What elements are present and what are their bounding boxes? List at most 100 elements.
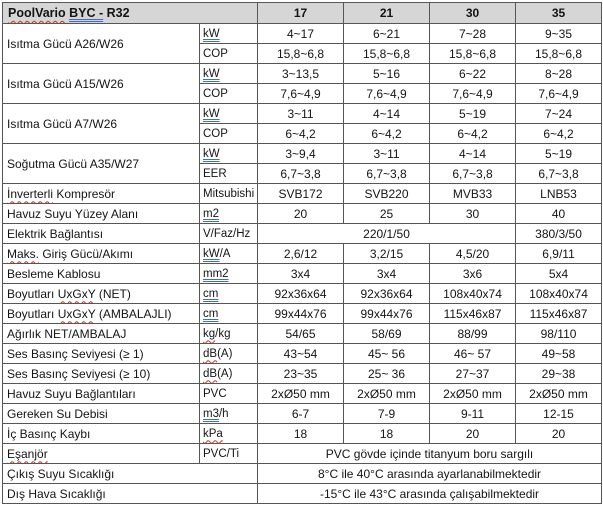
unit-grammar-marked-text: kW bbox=[203, 67, 220, 80]
row-label-text: Çıkış Suyu Sıcaklığı bbox=[7, 466, 115, 481]
row-label-spell-marked-text: Maks. bbox=[7, 246, 40, 261]
value-cell: 6,9/11 bbox=[515, 243, 603, 264]
row-label-text: Havuz Suyu Bağlantıları bbox=[7, 386, 136, 401]
unit-grammar-marked-text: kW bbox=[203, 147, 220, 160]
value-cell: SVB172 bbox=[257, 183, 345, 204]
column-header-model-21: 21 bbox=[343, 2, 431, 24]
row-label-text: Soğutma Gücü A35/W27 bbox=[7, 156, 140, 171]
row-label-text: Elektrik Bağlantısı bbox=[7, 226, 104, 241]
value-cell: -15°C ile 43°C arasında çalışabilmektedi… bbox=[257, 483, 603, 504]
row-label-spell-marked-text: UxGxY bbox=[57, 306, 96, 321]
table-row: İç Basınç Kaybı kPa 18 18 20 20 bbox=[2, 423, 603, 444]
value-cell: 99x44x76 bbox=[257, 303, 345, 324]
value-cell: 20 bbox=[515, 423, 603, 444]
unit-cell: PVC/Ti bbox=[198, 443, 259, 464]
row-label-text: Ağırlık NET/AMBALAJ bbox=[7, 326, 127, 341]
value-cell: 7-9 bbox=[343, 403, 431, 424]
value-cell: 5~19 bbox=[429, 103, 517, 124]
value-cell: 45~ 56 bbox=[343, 343, 431, 364]
row-label: Isıtma Gücü A26/W26 bbox=[2, 23, 200, 64]
value-cell: 49~58 bbox=[515, 343, 603, 364]
table-row: Ses Basınç Seviyesi (≥ 1) dB(A) 43~54 45~ 5… bbox=[2, 343, 603, 364]
unit-grammar-marked-text: mm2 bbox=[203, 267, 229, 280]
value-cell: 25 bbox=[343, 203, 431, 224]
value-cell: 20 bbox=[257, 203, 345, 224]
unit-cell: PVC bbox=[198, 383, 259, 404]
value-cell: 4~17 bbox=[257, 23, 345, 44]
value-cell: 92x36x64 bbox=[257, 283, 345, 304]
unit-grammar-marked-text: cm bbox=[203, 287, 219, 300]
value-cell: 18 bbox=[257, 423, 345, 444]
value-cell: 3~9,4 bbox=[257, 143, 345, 164]
row-label: Soğutma Gücü A35/W27 bbox=[2, 143, 200, 184]
unit-text: (A) bbox=[217, 347, 233, 360]
row-label-text: Isıtma Gücü A7/W26 bbox=[7, 116, 118, 131]
unit-text: COP bbox=[203, 87, 228, 100]
row-label: Çıkış Suyu Sıcaklığı bbox=[1, 463, 259, 484]
value-cell: 6~4,2 bbox=[257, 123, 345, 144]
table-body: Isıtma Gücü A26/W26 kW 4~17 6~21 7~28 9~35 COP… bbox=[1, 23, 603, 504]
table-row: EER 6,7~3,8 6,7~3,8 6,7~3,8 6,7~3,8 bbox=[3, 163, 603, 184]
unit-text: /kg bbox=[215, 327, 231, 340]
value-cell: 5x4 bbox=[515, 263, 603, 284]
row-label: Isıtma Gücü A7/W26 bbox=[2, 103, 200, 144]
value-cell: 15,8~6,8 bbox=[515, 43, 603, 64]
column-header-model-30: 30 bbox=[429, 2, 517, 24]
value-cell: 9-11 bbox=[429, 403, 517, 424]
value-cell: 115x46x87 bbox=[429, 303, 517, 324]
value-cell: 115x46x87 bbox=[515, 303, 603, 324]
unit-cell: kg/kg bbox=[198, 323, 259, 344]
table-row: İnverterli Kompresör Mitsubishi SVB172 SVB2… bbox=[2, 183, 603, 204]
table-row: Boyutları UxGxY (NET) cm 92x36x64 92x36x64 1… bbox=[2, 283, 603, 304]
column-header-model-17: 17 bbox=[257, 2, 345, 24]
value-cell: 99x44x76 bbox=[343, 303, 431, 324]
value-cell: 40 bbox=[515, 203, 603, 224]
unit-cell: dB(A) bbox=[198, 363, 259, 384]
value-cell: 3~11 bbox=[257, 103, 345, 124]
value-cell: 7,6~4,9 bbox=[515, 83, 603, 104]
table-row: Soğutma Gücü A35/W27 kW 3~9,4 3~11 4~14 5~19 bbox=[2, 143, 603, 184]
unit-text: PVC bbox=[203, 387, 227, 400]
table-title-spell-marked-text: PoolVario bbox=[8, 6, 66, 20]
unit-text: PVC/Ti bbox=[203, 447, 239, 460]
unit-cell: COP bbox=[198, 123, 259, 144]
column-header-model-35: 35 bbox=[515, 2, 603, 24]
unit-cell: V/Faz/Hz bbox=[198, 223, 259, 244]
table-row: Dış Hava Sıcaklığı -15°C ile 43°C arasınd… bbox=[1, 483, 603, 504]
value-cell: 5~19 bbox=[515, 143, 603, 164]
unit-text: V/Faz/Hz bbox=[203, 227, 251, 240]
value-cell: 3x4 bbox=[257, 263, 345, 284]
row-label-text: Besleme Kablosu bbox=[7, 266, 101, 281]
unit-cell: kW bbox=[198, 63, 259, 84]
row-label-text: (AMBALAJLI) bbox=[95, 306, 172, 321]
table-header: PoolVario BYC - R32 17 21 30 35 bbox=[1, 2, 603, 24]
row-label-text: (NET) bbox=[95, 286, 131, 301]
unit-cell: Mitsubishi bbox=[198, 183, 259, 204]
unit-grammar-marked-text: kW bbox=[203, 247, 220, 260]
unit-text: (A) bbox=[217, 367, 233, 380]
value-cell: 6,7~3,8 bbox=[429, 163, 517, 184]
value-cell: 29~38 bbox=[515, 363, 603, 384]
value-cell: 58/69 bbox=[343, 323, 431, 344]
row-label-text: Isıtma Gücü A15/W26 bbox=[7, 76, 124, 91]
value-cell: 3~13,5 bbox=[257, 63, 345, 84]
table-row: COP 6~4,2 6~4,2 6~4,2 6~4,2 bbox=[3, 123, 603, 144]
row-label-text: Gereken Su Debisi bbox=[7, 406, 108, 421]
value-cell: 98/110 bbox=[515, 323, 603, 344]
unit-cell: EER bbox=[198, 163, 259, 184]
row-label: İnverterli Kompresör bbox=[2, 183, 200, 204]
row-label-text: Boyutları bbox=[7, 306, 58, 321]
table-row: Havuz Suyu Yüzey Alanı m2 20 25 30 40 bbox=[2, 203, 603, 224]
table-row: Boyutları UxGxY (AMBALAJLI) cm 99x44x76 99x… bbox=[2, 303, 603, 324]
row-label-text: Kompresör bbox=[53, 186, 116, 201]
value-cell: 108x40x74 bbox=[515, 283, 603, 304]
row-label: Dış Hava Sıcaklığı bbox=[1, 483, 259, 504]
value-cell: 20 bbox=[429, 423, 517, 444]
value-cell: 92x36x64 bbox=[343, 283, 431, 304]
row-label-text: Havuz Suyu Yüzey Alanı bbox=[7, 206, 139, 221]
unit-cell: COP bbox=[198, 83, 259, 104]
table-row: Eşanjör PVC/Ti PVC gövde içinde titanyum b… bbox=[2, 443, 603, 464]
row-label: Maks. Giriş Gücü/Akımı bbox=[2, 243, 200, 264]
